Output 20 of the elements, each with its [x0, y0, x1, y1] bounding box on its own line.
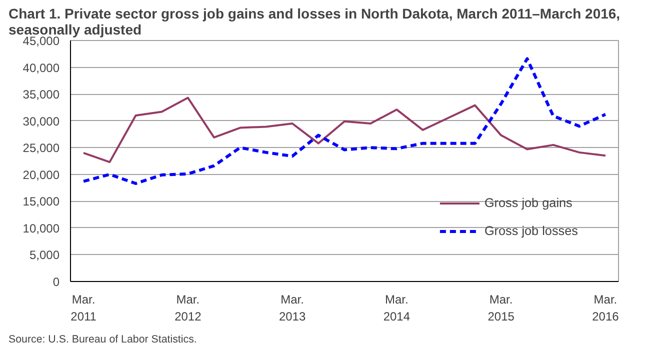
legend-label: Gross job losses [484, 224, 578, 238]
y-tick-label: 40,000 [22, 60, 60, 75]
legend-label: Gross job gains [484, 196, 572, 210]
x-tick-label: Mar. 2013 [278, 292, 306, 324]
x-tick-label: Mar. 2016 [592, 292, 620, 324]
y-tick-label: 25,000 [22, 141, 60, 156]
x-tick-label: Mar. 2012 [174, 292, 202, 324]
y-tick-label: 5,000 [29, 248, 60, 262]
y-tick-label: 0 [52, 275, 60, 289]
y-tick-label: 15,000 [22, 194, 60, 209]
x-tick-label: Mar. 2015 [488, 292, 515, 324]
y-tick-label: 35,000 [22, 88, 60, 102]
y-tick-label: 20,000 [22, 168, 60, 182]
x-tick-label: Mar. 2014 [383, 292, 410, 324]
y-tick-label: 10,000 [22, 221, 60, 236]
y-tick-label: 30,000 [22, 114, 60, 128]
source-note: Source: U.S. Bureau of Labor Statistics. [8, 334, 197, 346]
x-tick-label: Mar. 2011 [70, 292, 97, 324]
line-series [82, 57, 607, 185]
line-series [82, 96, 606, 164]
